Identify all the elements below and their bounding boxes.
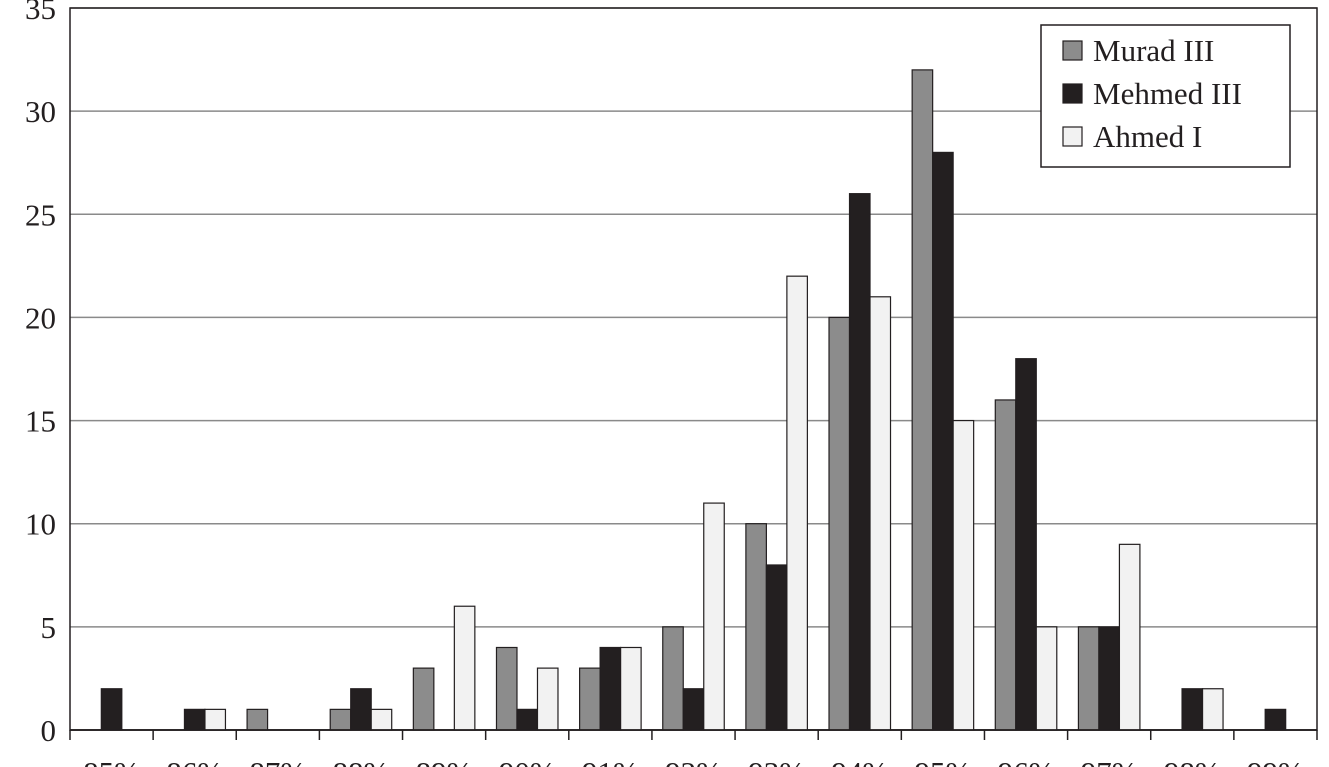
- bar: [932, 151, 954, 731]
- bar: [495, 646, 518, 731]
- y-tick-label: 30: [25, 94, 56, 129]
- legend-label: Ahmed I: [1093, 119, 1202, 154]
- x-tick-label: 91%: [582, 755, 639, 767]
- bar: [682, 688, 705, 731]
- x-tick-label: 97%: [1081, 755, 1138, 767]
- x-tick-label: 89%: [416, 755, 473, 767]
- x-tick-label: 95%: [914, 755, 971, 767]
- bar: [994, 399, 1017, 731]
- legend-label: Mehmed III: [1093, 76, 1242, 111]
- bar: [952, 419, 975, 731]
- bar: [828, 316, 851, 731]
- y-tick-label: 35: [25, 0, 56, 26]
- legend-swatch: [1062, 126, 1083, 147]
- y-tick-label: 0: [41, 713, 57, 748]
- x-tick-label: 87%: [249, 755, 306, 767]
- x-tick-label: 96%: [998, 755, 1055, 767]
- y-tick-label: 15: [25, 404, 56, 439]
- bar: [183, 708, 206, 731]
- bar: [1015, 358, 1037, 731]
- bar: [329, 708, 352, 731]
- bar: [765, 564, 788, 731]
- x-tick-label: 99%: [1247, 755, 1304, 767]
- bar: [1035, 626, 1058, 731]
- bar: [579, 667, 601, 731]
- x-tick-label: 85%: [83, 755, 140, 767]
- bar: [536, 667, 559, 731]
- x-tick-label: 92%: [665, 755, 722, 767]
- bar: [869, 296, 892, 731]
- bar: [1118, 543, 1141, 731]
- bar: [1077, 626, 1100, 731]
- y-tick-label: 25: [25, 197, 56, 232]
- bar: [370, 708, 393, 731]
- bar: [246, 708, 269, 731]
- y-tick-label: 5: [41, 610, 57, 645]
- bar: [620, 646, 642, 731]
- legend-swatch: [1062, 40, 1083, 61]
- bar: [1201, 688, 1224, 731]
- bar: [412, 667, 435, 731]
- y-tick-label: 20: [25, 300, 56, 335]
- x-tick-label: 86%: [166, 755, 223, 767]
- bar: [599, 646, 622, 731]
- x-tick-label: 88%: [333, 755, 390, 767]
- bar: [745, 523, 767, 731]
- bar: [662, 626, 684, 731]
- y-tick-label: 10: [25, 507, 56, 542]
- bar: [848, 193, 871, 731]
- bar: [786, 275, 808, 731]
- bar: [350, 688, 372, 731]
- bar: [1098, 626, 1121, 731]
- legend-swatch: [1062, 83, 1083, 104]
- bar: [1264, 708, 1287, 731]
- bar: [100, 688, 123, 731]
- x-tick-label: 93%: [748, 755, 805, 767]
- x-tick-label: 94%: [831, 755, 888, 767]
- bar: [453, 605, 476, 731]
- x-tick-label: 90%: [499, 755, 556, 767]
- bar: [516, 708, 539, 731]
- bar: [1181, 688, 1204, 731]
- bar: [911, 69, 934, 731]
- bar: [703, 502, 725, 731]
- x-tick-label: 98%: [1164, 755, 1221, 767]
- legend-label: Murad III: [1093, 33, 1214, 68]
- bar: [204, 708, 227, 731]
